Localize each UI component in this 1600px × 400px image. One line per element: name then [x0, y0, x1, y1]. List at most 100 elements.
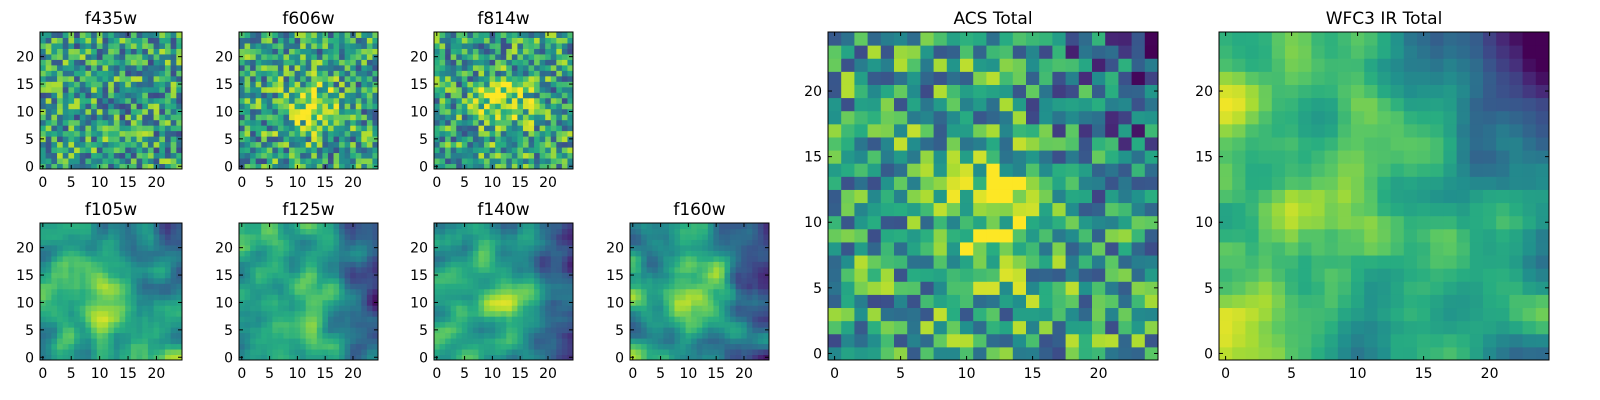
- heatmap-cell: [250, 354, 257, 361]
- heatmap-cell: [311, 53, 318, 60]
- heatmap-cell: [164, 310, 172, 317]
- heatmap-cell: [1131, 202, 1146, 217]
- heatmap-cell: [57, 244, 64, 251]
- heatmap-cell: [91, 125, 98, 132]
- heatmap-cell: [239, 228, 246, 235]
- heatmap-cell: [522, 59, 530, 66]
- heatmap-cell: [130, 327, 138, 334]
- heatmap-cell: [668, 310, 675, 317]
- heatmap-cell: [718, 277, 726, 284]
- heatmap-cell: [718, 294, 726, 301]
- heatmap-cell: [1092, 320, 1106, 335]
- heatmap-cell: [506, 343, 513, 350]
- heatmap-cell: [239, 86, 246, 93]
- heatmap-cell: [472, 119, 479, 126]
- heatmap-cell: [724, 250, 731, 257]
- heatmap-cell: [176, 283, 183, 290]
- heatmap-cell: [735, 310, 742, 317]
- heatmap-cell: [652, 321, 659, 328]
- heatmap-cell: [125, 327, 132, 334]
- heatmap-cell: [40, 277, 47, 284]
- heatmap-cell: [91, 239, 98, 246]
- heatmap-cell: [119, 70, 126, 77]
- heatmap-cell: [528, 64, 535, 71]
- heatmap-cell: [545, 147, 552, 154]
- heatmap-cell: [333, 283, 340, 290]
- heatmap-cell: [344, 332, 351, 339]
- heatmap-cell: [91, 136, 98, 143]
- heatmap-cell: [528, 310, 535, 317]
- heatmap-cell: [350, 299, 357, 306]
- heatmap-cell: [294, 261, 301, 268]
- heatmap-cell: [763, 266, 770, 273]
- heatmap-cells: [630, 223, 770, 361]
- heatmap-cell: [920, 268, 935, 282]
- heatmap-cell: [1118, 255, 1133, 269]
- heatmap-cell: [164, 130, 172, 137]
- heatmap-cell: [57, 343, 64, 350]
- heatmap-cell: [164, 108, 172, 115]
- heatmap-cell: [556, 305, 563, 312]
- heatmap-cell: [495, 305, 502, 312]
- heatmap-cell: [57, 103, 64, 110]
- heatmap-cell: [506, 272, 513, 279]
- heatmap-cell: [57, 42, 64, 49]
- heatmap-cell: [702, 310, 709, 317]
- heatmap-cell: [91, 70, 98, 77]
- heatmap-cell: [45, 59, 52, 66]
- heatmap-cell: [511, 59, 518, 66]
- heatmap-cell: [261, 310, 268, 317]
- heatmap-cell: [339, 327, 346, 334]
- heatmap-cell: [434, 305, 441, 312]
- heatmap-cell: [322, 349, 329, 356]
- heatmap-cell: [108, 70, 115, 77]
- heatmap-cell: [250, 272, 257, 279]
- heatmap-cell: [311, 86, 318, 93]
- heatmap-cell: [500, 92, 507, 99]
- heatmap-cell: [108, 349, 115, 356]
- heatmap-cell: [244, 338, 251, 345]
- heatmap-cell: [108, 42, 115, 49]
- heatmap-cell: [344, 244, 351, 251]
- heatmap-cell: [372, 233, 379, 240]
- heatmap-cell: [333, 261, 340, 268]
- heatmap-cell: [713, 277, 720, 284]
- heatmap-cell: [680, 244, 687, 251]
- heatmap-cell: [85, 70, 92, 77]
- heatmap-cell: [136, 250, 143, 257]
- heatmap-cell: [159, 42, 166, 49]
- heatmap-cell: [289, 108, 296, 115]
- heatmap-cell: [68, 158, 75, 165]
- heatmap-cell: [170, 250, 177, 257]
- heatmap-cell: [741, 288, 748, 295]
- heatmap-cell: [478, 294, 485, 301]
- heatmap-cell: [79, 141, 86, 148]
- heatmap-cell: [472, 233, 479, 240]
- heatmap-cell: [1144, 268, 1159, 282]
- heatmap-cell: [702, 327, 709, 334]
- heatmap-cell: [125, 53, 132, 60]
- heatmap-cell: [250, 277, 257, 284]
- heatmap-cell: [85, 277, 92, 284]
- heatmap-cell: [434, 114, 441, 121]
- heatmap-cell: [534, 152, 541, 159]
- heatmap-cell: [327, 163, 335, 170]
- heatmap-cell: [130, 288, 138, 295]
- heatmap-cell: [707, 288, 714, 295]
- heatmap-cell: [300, 310, 307, 317]
- heatmap-cell: [40, 158, 47, 165]
- heatmap-cell: [91, 32, 98, 38]
- heatmap-cell: [305, 53, 312, 60]
- heatmap-cell: [472, 255, 479, 262]
- heatmap-cell: [51, 48, 58, 55]
- heatmap-cell: [545, 305, 552, 312]
- heatmap-cell: [344, 42, 351, 49]
- heatmap-cell: [534, 108, 541, 115]
- heatmap-cell: [657, 228, 664, 235]
- heatmap-cell: [250, 103, 257, 110]
- heatmap-cell: [350, 321, 357, 328]
- heatmap-cell: [495, 103, 502, 110]
- heatmap-cell: [685, 228, 692, 235]
- heatmap-cell: [663, 261, 670, 268]
- heatmap-cell: [45, 349, 52, 356]
